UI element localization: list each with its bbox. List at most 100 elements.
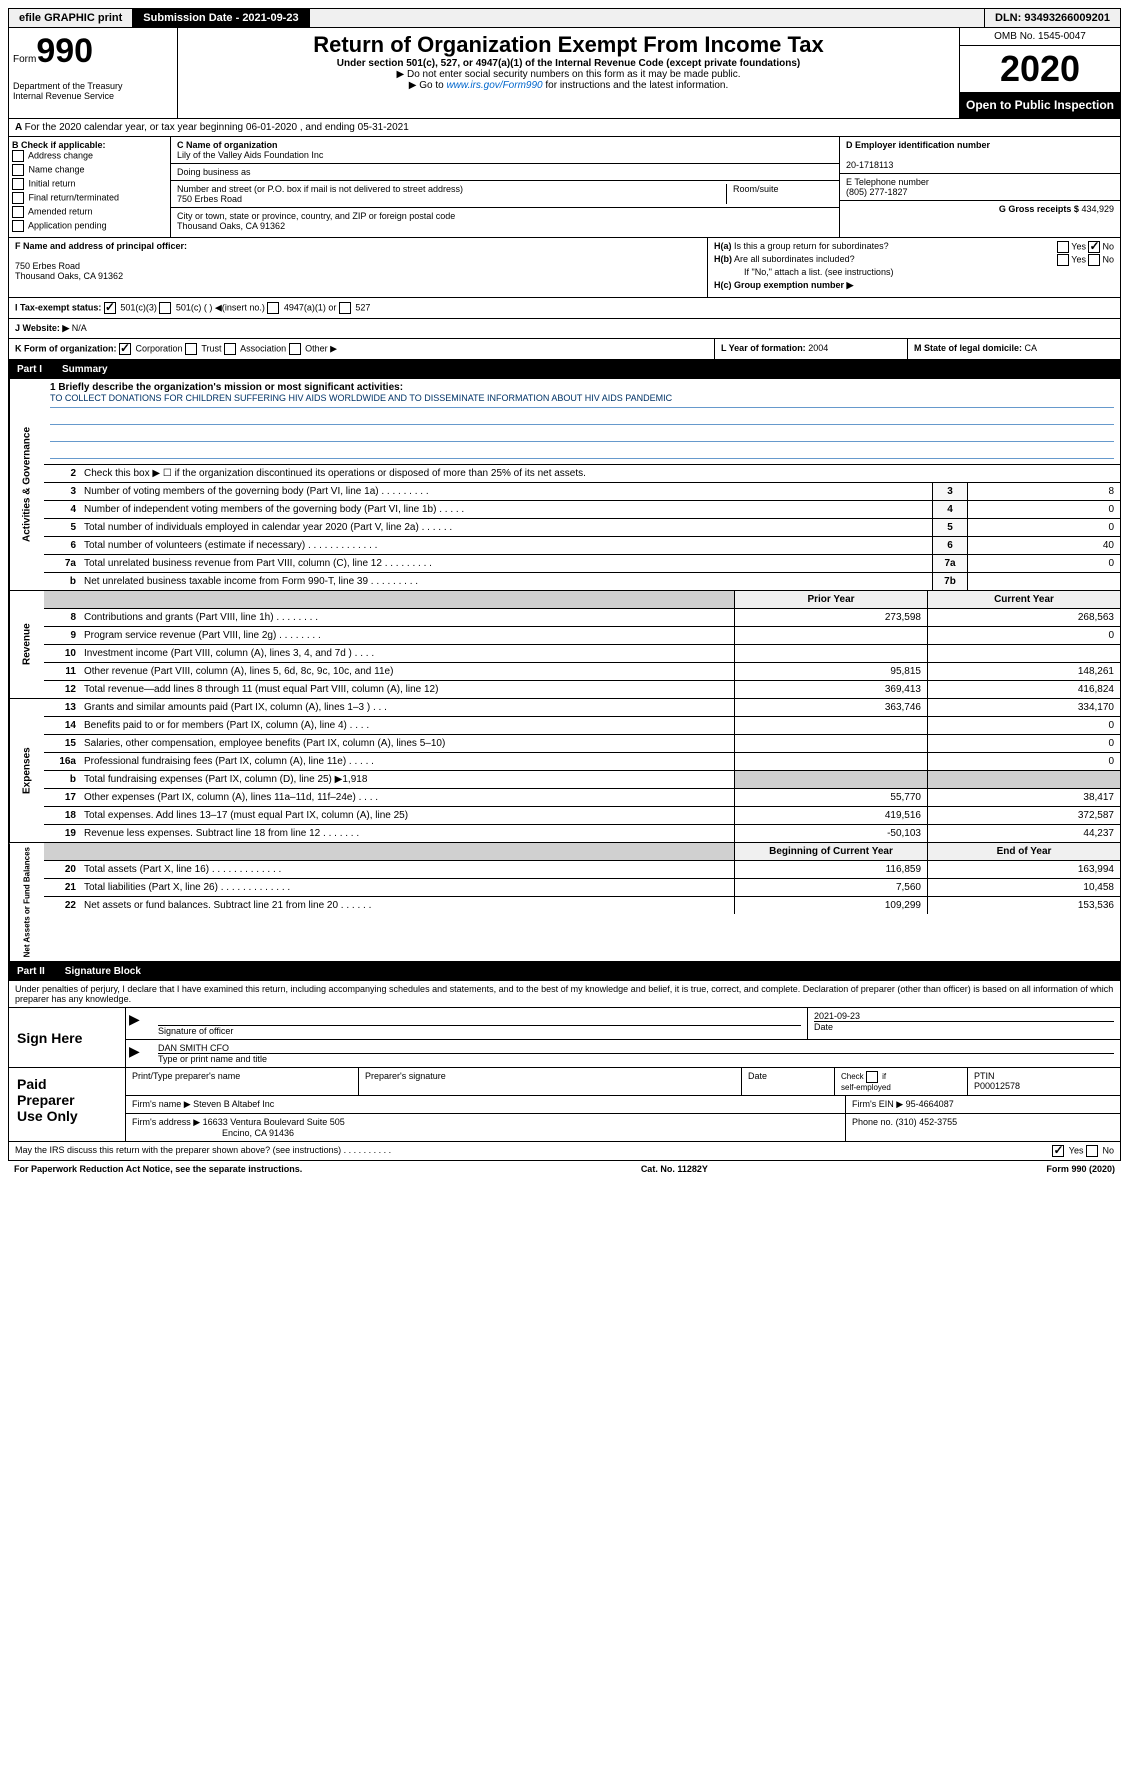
subtitle-2: ▶ Do not enter social security numbers o… xyxy=(182,69,955,80)
paid-preparer-label: PaidPreparerUse Only xyxy=(9,1068,126,1141)
part-i-title: Summary xyxy=(62,364,108,375)
line-2-desc: Check this box ▶ ☐ if the organization d… xyxy=(80,465,1120,482)
table-row: bTotal fundraising expenses (Part IX, co… xyxy=(44,771,1120,789)
table-row: 22Net assets or fund balances. Subtract … xyxy=(44,897,1120,914)
addr-label: Number and street (or P.O. box if mail i… xyxy=(177,184,463,194)
title-box: Return of Organization Exempt From Incom… xyxy=(178,28,959,118)
sign-date: 2021-09-23 xyxy=(814,1011,1114,1022)
sign-here-section: Sign Here ▶ Signature of officer 2021-09… xyxy=(8,1008,1121,1068)
table-row: 5Total number of individuals employed in… xyxy=(44,519,1120,537)
table-row: 12Total revenue—add lines 8 through 11 (… xyxy=(44,681,1120,698)
firm-addr2: Encino, CA 91436 xyxy=(132,1128,294,1138)
tax-year: 2020 xyxy=(960,46,1120,92)
prior-year-header: Prior Year xyxy=(734,591,927,608)
form-header: Form990 Department of the TreasuryIntern… xyxy=(8,28,1121,119)
dln: DLN: 93493266009201 xyxy=(984,9,1120,27)
col-b-checkboxes: B Check if applicable: Address change Na… xyxy=(9,137,171,237)
footer-cat: Cat. No. 11282Y xyxy=(641,1164,708,1174)
goto-pre: ▶ Go to xyxy=(409,80,447,91)
section-fgh: F Name and address of principal officer:… xyxy=(8,238,1121,298)
prep-sig-header: Preparer's signature xyxy=(359,1068,742,1095)
row-k: K Form of organization: Corporation Trus… xyxy=(8,339,1121,360)
chk-initial-return[interactable]: Initial return xyxy=(12,178,167,190)
chk-app-pending[interactable]: Application pending xyxy=(12,220,167,232)
dba-label: Doing business as xyxy=(177,167,251,177)
chk-address-change[interactable]: Address change xyxy=(12,150,167,162)
officer-signature[interactable] xyxy=(158,1011,801,1026)
current-year-header: Current Year xyxy=(927,591,1120,608)
col-b-title: B Check if applicable: xyxy=(12,140,167,150)
omb-number: OMB No. 1545-0047 xyxy=(960,28,1120,46)
chk-name-change[interactable]: Name change xyxy=(12,164,167,176)
hb-note: If "No," attach a list. (see instruction… xyxy=(714,267,1114,277)
row-j: J Website: ▶ N/A xyxy=(8,319,1121,339)
row-i: I Tax-exempt status: 501(c)(3) 501(c) ( … xyxy=(8,298,1121,319)
part-ii-header: Part II Signature Block xyxy=(8,962,1121,981)
table-row: 15Salaries, other compensation, employee… xyxy=(44,735,1120,753)
form-number: 990 xyxy=(36,32,93,70)
room-label: Room/suite xyxy=(733,184,779,194)
gross-receipts-value: 434,929 xyxy=(1081,204,1114,214)
footer-bar: For Paperwork Reduction Act Notice, see … xyxy=(8,1161,1121,1177)
chk-amended[interactable]: Amended return xyxy=(12,206,167,218)
arrow-icon: ▶ xyxy=(126,1040,152,1067)
firm-addr: 16633 Ventura Boulevard Suite 505 xyxy=(203,1117,345,1127)
firm-ein-label: Firm's EIN ▶ xyxy=(852,1099,903,1109)
expenses-section: Expenses 13Grants and similar amounts pa… xyxy=(8,699,1121,843)
gross-receipts-label: G Gross receipts $ xyxy=(999,204,1079,214)
footer-form: Form 990 (2020) xyxy=(1046,1164,1115,1174)
prep-self-employed: Check ifself-employed xyxy=(835,1068,968,1095)
city-value: Thousand Oaks, CA 91362 xyxy=(177,221,285,231)
table-row: 16aProfessional fundraising fees (Part I… xyxy=(44,753,1120,771)
ptin-label: PTIN xyxy=(974,1071,995,1081)
year-formation-label: L Year of formation: xyxy=(721,343,806,353)
governance-section: Activities & Governance 1 Briefly descri… xyxy=(8,379,1121,591)
form-number-box: Form990 Department of the TreasuryIntern… xyxy=(9,28,178,118)
form-org-label: K Form of organization: xyxy=(15,343,117,353)
line-a: A For the 2020 calendar year, or tax yea… xyxy=(8,119,1121,137)
col-de: D Employer identification number 20-1718… xyxy=(840,137,1120,237)
website-value: N/A xyxy=(72,323,87,333)
revenue-section: Revenue Prior Year Current Year 8Contrib… xyxy=(8,591,1121,699)
expenses-side-label: Expenses xyxy=(9,699,44,842)
chk-final-return[interactable]: Final return/terminated xyxy=(12,192,167,204)
subtitle-1: Under section 501(c), 527, or 4947(a)(1)… xyxy=(182,58,955,69)
mission-blank1 xyxy=(50,410,1114,425)
efile-graphic-link[interactable]: efile GRAPHIC print xyxy=(9,9,133,27)
goto-post: for instructions and the latest informat… xyxy=(543,80,729,91)
arrow-icon: ▶ xyxy=(126,1008,152,1039)
part-ii-title: Signature Block xyxy=(65,966,141,977)
website-label: J Website: ▶ xyxy=(15,323,69,333)
mission-text: TO COLLECT DONATIONS FOR CHILDREN SUFFER… xyxy=(50,393,1114,408)
paid-preparer-section: PaidPreparerUse Only Print/Type preparer… xyxy=(8,1068,1121,1142)
year-box: OMB No. 1545-0047 2020 Open to Public In… xyxy=(959,28,1120,118)
org-name-label: C Name of organization xyxy=(177,140,278,150)
sign-here-label: Sign Here xyxy=(9,1008,126,1067)
end-year-header: End of Year xyxy=(927,843,1120,860)
subtitle-3: ▶ Go to www.irs.gov/Form990 for instruct… xyxy=(182,80,955,91)
revenue-header: Prior Year Current Year xyxy=(44,591,1120,609)
year-formation: 2004 xyxy=(808,343,828,353)
part-i-header: Part I Summary xyxy=(8,360,1121,379)
dept-treasury: Department of the TreasuryInternal Reven… xyxy=(13,81,173,101)
table-row: 18Total expenses. Add lines 13–17 (must … xyxy=(44,807,1120,825)
irs-link[interactable]: www.irs.gov/Form990 xyxy=(446,80,542,91)
firm-phone: (310) 452-3755 xyxy=(896,1117,958,1127)
mission-blank3 xyxy=(50,444,1114,459)
discuss-row: May the IRS discuss this return with the… xyxy=(8,1142,1121,1161)
hb-label: H(b) xyxy=(714,254,732,264)
netassets-section: Net Assets or Fund Balances Beginning of… xyxy=(8,843,1121,962)
firm-ein: 95-4664087 xyxy=(906,1099,954,1109)
table-row: 6Total number of volunteers (estimate if… xyxy=(44,537,1120,555)
section-bcde: B Check if applicable: Address change Na… xyxy=(8,137,1121,238)
table-row: 13Grants and similar amounts paid (Part … xyxy=(44,699,1120,717)
officer-name: DAN SMITH CFO xyxy=(158,1043,1114,1054)
org-name: Lily of the Valley Aids Foundation Inc xyxy=(177,150,323,160)
firm-addr-label: Firm's address ▶ xyxy=(132,1117,200,1127)
ptin-value: P00012578 xyxy=(974,1081,1020,1091)
officer-addr1: 750 Erbes Road xyxy=(15,261,80,271)
col-f-officer: F Name and address of principal officer:… xyxy=(9,238,708,297)
addr-value: 750 Erbes Road xyxy=(177,194,242,204)
hc-label: H(c) Group exemption number ▶ xyxy=(714,280,853,290)
ein-value: 20-1718113 xyxy=(846,160,893,170)
